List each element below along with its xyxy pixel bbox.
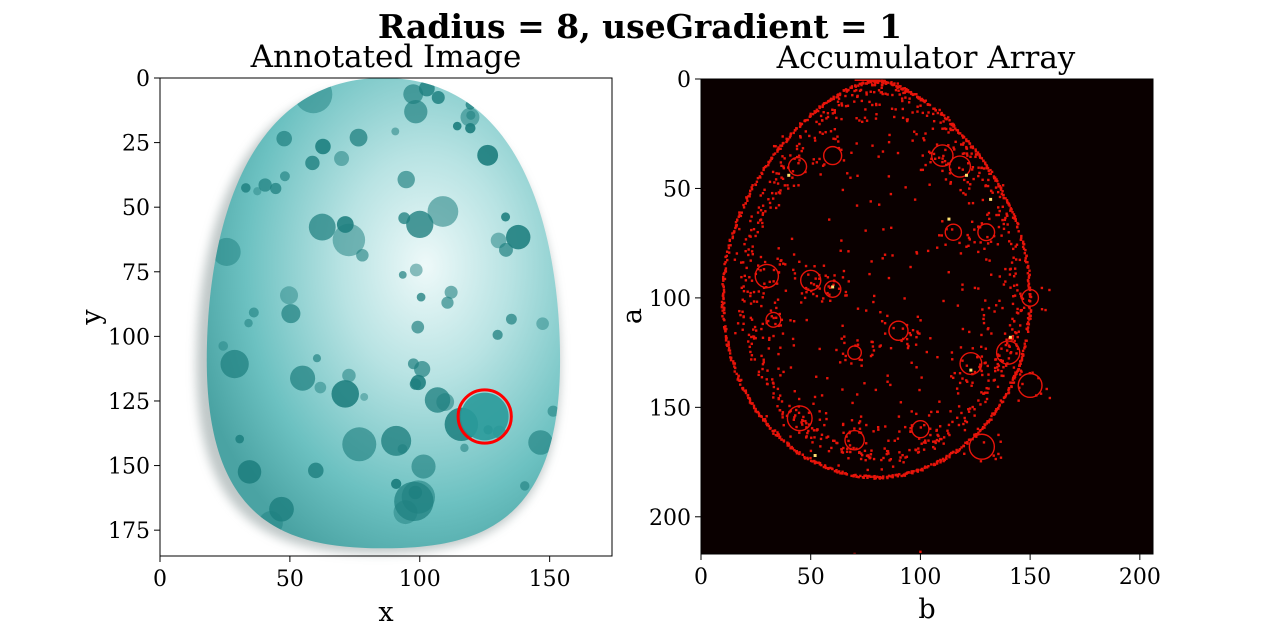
panel1-axes-frame [159, 77, 613, 557]
accumulator-background [701, 79, 1153, 554]
panel1-title: Annotated Image [250, 39, 522, 75]
panel2-x-tick-label: 0 [694, 565, 708, 590]
panel2-y-tick-label: 150 [649, 396, 691, 421]
egg-image [196, 78, 561, 554]
panel1-y-tick-label: 150 [108, 455, 150, 480]
panel2-y-tick-label: 100 [649, 287, 691, 312]
panel1-x-tick-label: 100 [399, 567, 441, 592]
panel2-title: Accumulator Array [776, 40, 1076, 76]
panel1-y-tick-label: 75 [122, 261, 150, 286]
panel2-x-tick-label: 100 [899, 565, 941, 590]
panel1-y-ticks: 0 25 50 75 100 125 150 175 [108, 67, 160, 544]
panel1-y-tick-label: 0 [136, 67, 150, 92]
panel2-x-ticks: 0 50 100 150 200 [694, 554, 1161, 590]
panel2-y-tick-label: 0 [677, 68, 691, 93]
panel2-y-ticks: 0 50 100 150 200 [649, 68, 701, 531]
panel2-axes-frame [700, 78, 1154, 555]
panel2-y-tick-label: 50 [663, 177, 691, 202]
accumulator-panel: Accumulator Array 0 50 100 150 200 0 50 100 150… [617, 40, 1161, 624]
panel1-x-tick-label: 50 [276, 567, 304, 592]
panel1-y-label: y [76, 309, 107, 326]
panel1-x-ticks: 0 50 100 150 [153, 556, 571, 592]
detected-circle [456, 388, 513, 445]
panel2-x-tick-label: 200 [1119, 565, 1161, 590]
panel1-y-tick-label: 25 [122, 132, 150, 157]
panel2-x-label: b [918, 594, 935, 624]
panel1-y-tick-label: 125 [108, 390, 150, 415]
panel1-y-tick-label: 100 [108, 325, 150, 350]
egg-body [206, 78, 561, 549]
panel2-x-tick-label: 150 [1009, 565, 1051, 590]
figure-title: Radius = 8, useGradient = 1 [378, 7, 902, 46]
panel1-x-tick-label: 0 [153, 567, 167, 592]
accumulator-votes [720, 79, 1052, 554]
panel2-x-tick-label: 50 [797, 565, 825, 590]
annotated-image-panel: Annotated Image 0 50 100 150 0 25 50 75 100 125 1… [76, 39, 613, 624]
panel1-x-label: x [378, 597, 393, 624]
panel2-y-tick-label: 200 [649, 506, 691, 531]
panel1-x-tick-label: 150 [529, 567, 571, 592]
panel1-y-tick-label: 50 [122, 196, 150, 221]
panel1-y-tick-label: 175 [108, 519, 150, 544]
detected-spot [460, 392, 509, 441]
panel2-y-label: a [617, 308, 648, 324]
